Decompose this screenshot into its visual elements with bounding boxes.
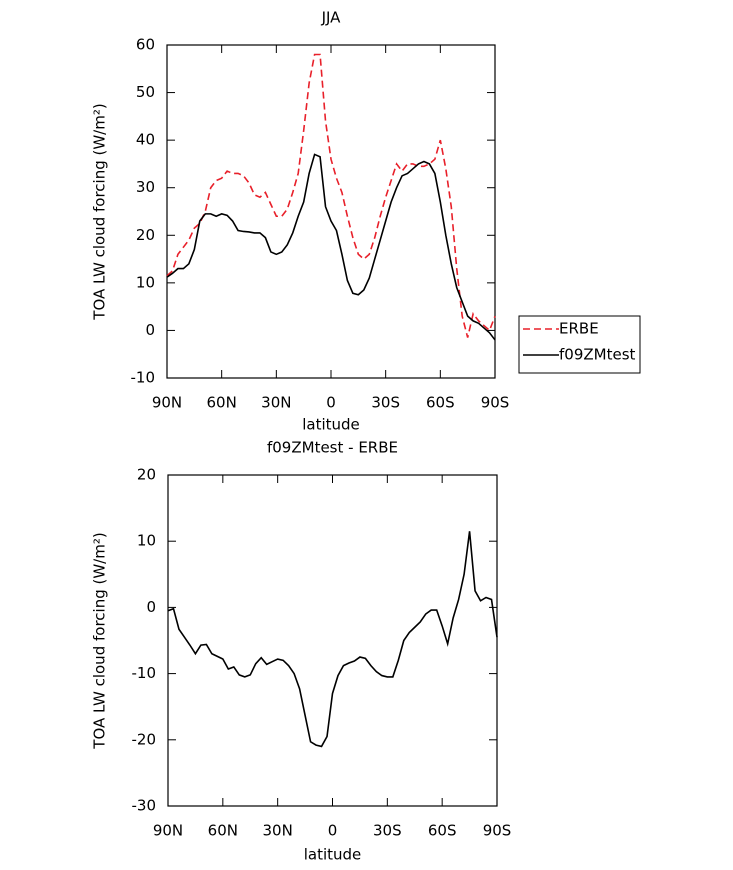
x-axis-label: latitude [302,416,360,434]
x-tick-label: 30N [263,822,293,840]
x-tick-label: 30S [371,394,400,412]
y-tick-label: -30 [132,797,157,815]
chart-panel: JJA latitude TOA LW cloud forcing (W/m²) 90… [91,9,641,434]
legend-label: f09ZMtest [559,346,636,364]
y-tick-label: 40 [136,131,155,149]
data-line [166,53,496,338]
x-tick-label: 30N [261,394,291,412]
x-tick-label: 90N [152,394,182,412]
x-tick-label: 0 [328,822,338,840]
chart-title: JJA [321,9,342,27]
x-tick-label: 0 [326,394,336,412]
chart-panel: f09ZMtest - ERBE latitude TOA LW cloud for… [91,439,512,864]
x-axis-label: latitude [304,846,362,864]
y-tick-label: 10 [136,273,155,291]
y-tick-label: 0 [145,321,155,339]
legend-box [518,315,641,374]
plot-frame [166,44,496,379]
x-tick-label: 60N [208,822,238,840]
y-tick-label: 20 [136,226,155,244]
data-line [167,531,498,748]
x-tick-label: 30S [373,822,402,840]
y-axis-label: TOA LW cloud forcing (W/m²) [91,103,109,320]
y-tick-label: 60 [136,36,155,54]
y-tick-label: 0 [146,598,156,616]
data-line [166,153,496,341]
y-tick-label: -20 [132,730,157,748]
legend: ERBE f09ZMtest [518,315,641,374]
y-tick-label: 10 [137,532,156,550]
x-tick-label: 60S [426,394,455,412]
y-tick-label: -10 [132,664,157,682]
x-tick-label: 90S [483,822,512,840]
y-tick-label: 30 [136,178,155,196]
y-tick-label: -10 [131,369,156,387]
x-tick-label: 60S [428,822,457,840]
y-tick-label: 50 [136,83,155,101]
x-tick-label: 90S [481,394,510,412]
x-tick-label: 90N [153,822,183,840]
x-tick-label: 60N [207,394,237,412]
legend-label: ERBE [559,320,599,338]
y-tick-label: 20 [137,466,156,484]
chart-title: f09ZMtest - ERBE [267,439,398,457]
y-axis-label: TOA LW cloud forcing (W/m²) [91,532,109,749]
